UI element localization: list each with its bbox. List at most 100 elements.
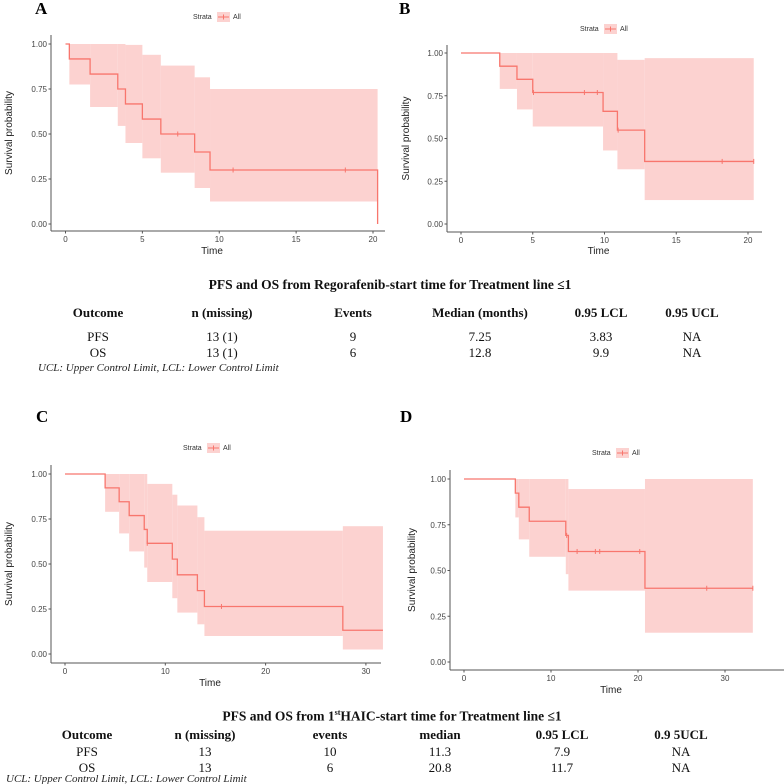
ci-band-step xyxy=(147,483,173,582)
x-axis-title: Time xyxy=(600,685,622,696)
y-axis-title: Survival probability xyxy=(4,522,15,606)
legend-label: All xyxy=(632,450,640,457)
ci-band-step xyxy=(565,479,569,575)
ci-band-step xyxy=(515,479,519,518)
table2-header: Outcome xyxy=(61,727,113,742)
panel-letter: B xyxy=(399,0,410,18)
ci-band-step xyxy=(529,479,566,557)
table2-title-sup: st xyxy=(334,708,341,717)
table2-cell: OS xyxy=(78,760,96,775)
ci-band-step xyxy=(194,77,211,188)
y-tick-label: 0.25 xyxy=(427,177,443,186)
table1-cell: 6 xyxy=(349,345,357,360)
table2-cell: 10 xyxy=(323,744,337,759)
table2-title-pre: PFS and OS from 1 xyxy=(222,708,335,724)
x-tick-label: 10 xyxy=(161,667,170,676)
y-axis-title: Survival probability xyxy=(401,97,412,181)
table2-cell: 13 xyxy=(198,744,212,759)
table1-cell: OS xyxy=(89,345,107,360)
ci-band-step xyxy=(603,53,618,151)
table2-cell: 11.7 xyxy=(550,760,574,775)
y-tick-label: 0.25 xyxy=(430,612,446,621)
y-tick-label: 0.50 xyxy=(427,135,443,144)
y-tick-label: 0.50 xyxy=(31,130,47,139)
x-axis-title: Time xyxy=(201,246,223,257)
y-tick-label: 0.00 xyxy=(31,220,47,229)
x-tick-label: 0 xyxy=(63,667,68,676)
km-panel-a: A Strata All 0.00 0.25 0.50 0.75 1.00 0 5 10 15 20 Ti… xyxy=(4,0,385,257)
y-axis-title: Survival probability xyxy=(4,91,15,175)
y-tick-label: 0.00 xyxy=(31,650,47,659)
ci-band-step xyxy=(499,53,517,89)
ci-band-step xyxy=(342,526,383,650)
table2-header: 0.9 5UCL xyxy=(654,727,708,742)
table1-cell: 9.9 xyxy=(592,345,610,360)
table1-cell: NA xyxy=(682,345,702,360)
table2-header: n (missing) xyxy=(174,727,236,742)
table2-title: PFS and OS from 1stHAIC-start time for T… xyxy=(222,708,561,725)
legend: Strata All xyxy=(193,12,241,22)
ci-band-step xyxy=(532,53,604,127)
x-tick-label: 10 xyxy=(215,235,224,244)
ci-band-step xyxy=(105,474,120,512)
panel-letter: A xyxy=(35,0,48,18)
table1-cell: 3.83 xyxy=(589,329,613,344)
y-tick-label: 0.75 xyxy=(31,515,47,524)
ci-band-step xyxy=(177,505,198,613)
x-axis-title: Time xyxy=(588,246,610,257)
table1-header: Median (months) xyxy=(432,305,528,320)
table2-cell: 11.3 xyxy=(428,744,452,759)
ci-band-step xyxy=(90,44,118,107)
legend-title: Strata xyxy=(592,450,611,457)
ci-band-step xyxy=(617,59,645,170)
y-tick-label: 0.50 xyxy=(430,567,446,576)
legend: Strata All xyxy=(580,24,628,34)
x-tick-label: 15 xyxy=(672,236,681,245)
x-tick-label: 20 xyxy=(261,667,270,676)
km-panel-b: B Strata All 0.00 0.25 0.50 0.75 1.00 0 5 10 15 20 Ti… xyxy=(399,0,762,257)
ci-band-step xyxy=(69,44,91,85)
table1-header: 0.95 LCL xyxy=(574,305,628,320)
legend-title: Strata xyxy=(183,445,202,452)
x-tick-label: 20 xyxy=(634,674,643,683)
x-tick-label: 20 xyxy=(744,236,753,245)
legend-label: All xyxy=(223,445,231,452)
table1-cell: NA xyxy=(682,329,702,344)
x-tick-label: 10 xyxy=(600,236,609,245)
x-tick-label: 20 xyxy=(369,235,378,244)
table1-cell: 7.25 xyxy=(468,329,492,344)
table2-cell: 6 xyxy=(326,760,334,775)
y-tick-label: 1.00 xyxy=(31,40,47,49)
ci-band-step xyxy=(119,474,130,534)
legend-label: All xyxy=(620,26,628,33)
y-tick-label: 0.75 xyxy=(430,521,446,530)
y-tick-label: 0.00 xyxy=(427,220,443,229)
table1-cell: 9 xyxy=(349,329,357,344)
ci-band-step xyxy=(125,44,143,143)
y-axis-title: Survival probability xyxy=(407,528,418,612)
legend-label: All xyxy=(233,14,241,21)
y-tick-label: 0.50 xyxy=(31,560,47,569)
x-tick-label: 0 xyxy=(462,674,467,683)
table2-cell: NA xyxy=(671,744,691,759)
y-tick-label: 1.00 xyxy=(430,475,446,484)
table1-header: n (missing) xyxy=(191,305,253,320)
table2-cell: NA xyxy=(671,760,691,775)
y-tick-label: 0.75 xyxy=(427,92,443,101)
table1-cell: 13 (1) xyxy=(206,329,238,344)
legend-title: Strata xyxy=(193,14,212,21)
ci-band-step xyxy=(197,517,205,625)
table2-cell: 20.8 xyxy=(428,760,452,775)
km-panel-d: D Strata All 0.00 0.25 0.50 0.75 1.00 0 10 20 30 Tim… xyxy=(400,407,784,696)
table1-cell: PFS xyxy=(87,329,109,344)
table2-header: 0.95 LCL xyxy=(535,727,589,742)
y-tick-label: 0.25 xyxy=(31,605,47,614)
ci-band-step xyxy=(160,65,195,173)
y-tick-label: 0.75 xyxy=(31,85,47,94)
y-tick-label: 1.00 xyxy=(427,49,443,58)
survival-curve xyxy=(65,473,383,631)
y-tick-label: 0.00 xyxy=(430,658,446,667)
ci-band-step xyxy=(142,54,161,159)
y-tick-label: 0.25 xyxy=(31,175,47,184)
